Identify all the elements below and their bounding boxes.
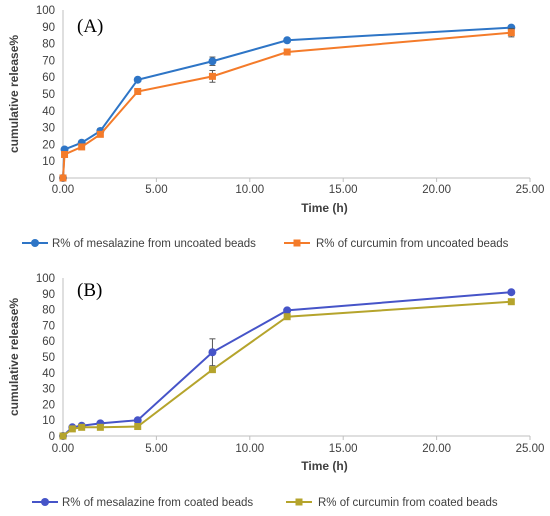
legend-label: R% of mesalazine from uncoated beads (52, 238, 256, 250)
x-tick-label: 0.00 (52, 184, 74, 196)
data-point (208, 57, 217, 66)
legend-label: R% of mesalazine from coated beads (62, 497, 253, 509)
y-tick-label: 90 (42, 289, 55, 301)
legend: R% of mesalazine from uncoated beads R% o… (22, 238, 509, 250)
x-tick-label: 20.00 (422, 184, 451, 196)
x-tick-label: 15.00 (329, 443, 358, 455)
y-tick-label: 30 (42, 123, 55, 135)
y-tick-label: 100 (36, 273, 55, 285)
data-point (507, 288, 516, 297)
legend-marker (41, 498, 49, 506)
series-curcumin (59, 298, 515, 440)
data-point (59, 432, 67, 440)
x-tick-label: 25.00 (516, 184, 545, 196)
data-point (78, 423, 86, 431)
legend-marker (293, 239, 301, 247)
data-point (283, 306, 292, 315)
data-point (59, 174, 67, 182)
y-tick-label: 70 (42, 320, 55, 332)
data-point (78, 143, 86, 151)
y-tick-label: 10 (42, 415, 55, 427)
legend-label: R% of curcumin from uncoated beads (316, 238, 509, 250)
data-point (507, 29, 515, 37)
data-point (208, 348, 217, 357)
x-tick-label: 10.00 (235, 443, 264, 455)
y-tick-label: 0 (49, 431, 55, 443)
y-tick-label: 50 (42, 89, 55, 101)
panel-label: (B) (77, 280, 102, 301)
x-tick-label: 0.00 (52, 443, 74, 455)
y-tick-label: 10 (42, 156, 55, 168)
y-tick-label: 40 (42, 106, 55, 118)
y-tick-label: 80 (42, 39, 55, 51)
x-axis-title: Time (h) (301, 459, 347, 473)
legend-marker (295, 498, 303, 506)
data-point (283, 313, 291, 321)
data-point (507, 298, 515, 306)
y-tick-label: 70 (42, 55, 55, 67)
data-point (133, 75, 142, 84)
series-line (62, 300, 512, 437)
legend-item: R% of mesalazine from coated beads (32, 497, 253, 509)
data-point (283, 36, 292, 45)
data-point (133, 416, 142, 425)
x-tick-label: 10.00 (235, 184, 264, 196)
y-tick-label: 0 (49, 173, 55, 185)
legend: R% of mesalazine from coated beads R% of … (32, 497, 498, 509)
legend-item: R% of curcumin from uncoated beads (284, 238, 509, 250)
y-tick-label: 90 (42, 22, 55, 34)
data-point (68, 425, 76, 433)
series-mesalazine (59, 288, 516, 440)
y-tick-label: 60 (42, 336, 55, 348)
y-axis-title: cumulative release% (7, 35, 21, 153)
y-tick-label: 40 (42, 368, 55, 380)
y-tick-label: 100 (36, 5, 55, 17)
data-point (96, 423, 104, 431)
y-tick-label: 50 (42, 352, 55, 364)
x-tick-label: 5.00 (145, 443, 167, 455)
data-point (134, 87, 142, 95)
series-curcumin (59, 27, 515, 182)
y-tick-label: 30 (42, 384, 55, 396)
legend-item: R% of mesalazine from uncoated beads (22, 238, 256, 250)
x-tick-label: 20.00 (422, 443, 451, 455)
data-point (134, 423, 142, 431)
x-axis-title: Time (h) (301, 201, 347, 215)
panel-label: (A) (77, 16, 103, 37)
data-point (61, 150, 69, 158)
y-axis-title: cumulative release% (7, 298, 21, 416)
chart-panel-b: 0 10 20 30 40 50 60 70 80 90 100 0.00 5.00 10.00 15.00… (7, 273, 544, 509)
y-tick-label: 20 (42, 399, 55, 411)
y-tick-label: 80 (42, 305, 55, 317)
chart-panel-a: 0 10 20 30 40 50 60 70 80 90 100 0.00 5.00 10.00 15.00… (7, 5, 544, 250)
legend-marker (31, 239, 39, 247)
y-tick-label: 20 (42, 139, 55, 151)
x-tick-label: 25.00 (516, 443, 545, 455)
y-tick-label: 60 (42, 72, 55, 84)
x-tick-label: 5.00 (145, 184, 167, 196)
legend-item: R% of curcumin from coated beads (286, 497, 498, 509)
data-point (283, 48, 291, 56)
data-point (96, 130, 104, 138)
data-point (208, 72, 216, 80)
data-point (208, 366, 216, 374)
x-tick-label: 15.00 (329, 184, 358, 196)
legend-label: R% of curcumin from coated beads (318, 497, 498, 509)
